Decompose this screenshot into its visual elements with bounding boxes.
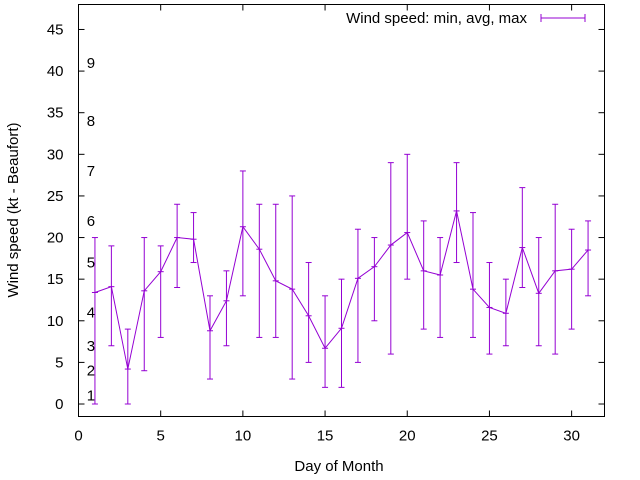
legend: Wind speed: min, avg, max bbox=[346, 10, 586, 27]
y-tick-label: 15 bbox=[47, 271, 64, 288]
beaufort-label: 6 bbox=[87, 213, 95, 230]
plot-frame bbox=[78, 4, 605, 417]
series-line-layer bbox=[94, 210, 589, 370]
beaufort-label: 3 bbox=[87, 338, 95, 355]
x-tick-label: 25 bbox=[481, 428, 498, 445]
y-tick-label: 20 bbox=[47, 230, 64, 247]
x-tick-label: 15 bbox=[317, 428, 334, 445]
beaufort-label: 4 bbox=[87, 304, 95, 321]
y-tick-label: 40 bbox=[47, 63, 64, 80]
x-tick-label: 20 bbox=[399, 428, 416, 445]
y-tick-label: 30 bbox=[47, 146, 64, 163]
x-tick-label: 5 bbox=[157, 428, 165, 445]
x-tick-label: 10 bbox=[235, 428, 252, 445]
legend-label: Wind speed: min, avg, max bbox=[346, 10, 527, 27]
x-tick-label: 30 bbox=[563, 428, 580, 445]
series-line-avg bbox=[94, 210, 589, 370]
y-tick-label: 10 bbox=[47, 313, 64, 330]
beaufort-label: 9 bbox=[87, 55, 95, 72]
x-axis-label: Day of Month bbox=[294, 458, 383, 475]
y-tick-label: 25 bbox=[47, 188, 64, 205]
beaufort-label: 5 bbox=[87, 255, 95, 272]
beaufort-label: 8 bbox=[87, 113, 95, 130]
beaufort-label: 7 bbox=[87, 163, 95, 180]
y-axis-label: Wind speed (kt - Beaufort) bbox=[5, 122, 22, 297]
beaufort-annotations: 1 2 3 4 5 6 7 8 9 bbox=[87, 55, 95, 405]
x-tick-label: 0 bbox=[74, 428, 82, 445]
y-tick-label: 45 bbox=[47, 21, 64, 38]
y-tick-label: 0 bbox=[55, 396, 63, 413]
y-tick-label: 5 bbox=[55, 354, 63, 371]
beaufort-label: 2 bbox=[87, 363, 95, 380]
beaufort-label: 1 bbox=[87, 388, 95, 405]
y-tick-label: 35 bbox=[47, 105, 64, 122]
error-bars bbox=[91, 153, 592, 405]
